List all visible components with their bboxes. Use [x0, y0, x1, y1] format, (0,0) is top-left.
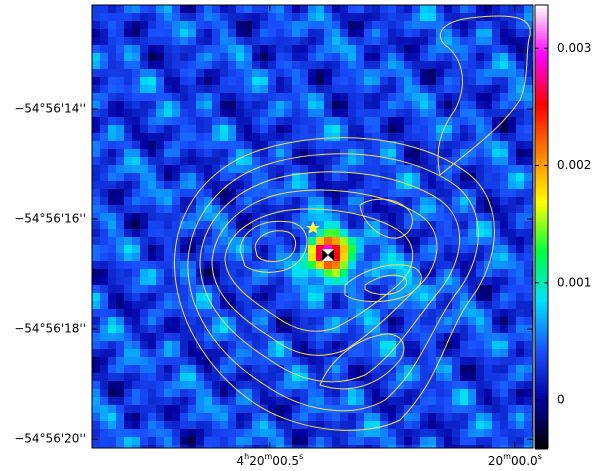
y-tick-label: −54°56'18''	[14, 322, 86, 336]
y-tick-label: −54°56'20''	[14, 432, 86, 446]
star-marker	[306, 221, 320, 234]
x-tick-label: 4h20m00.5s	[237, 452, 304, 468]
colorbar-tick-label: 0	[557, 392, 565, 406]
contours	[173, 15, 531, 431]
y-tick-label: −54°56'16''	[14, 212, 86, 226]
x-tick-label: 20m00.0s	[488, 452, 542, 468]
colorbar-tick-label: 0.002	[557, 158, 591, 172]
y-tick-label: −54°56'14''	[14, 102, 86, 116]
colorbar	[535, 5, 548, 450]
center-marker	[322, 249, 334, 261]
plot-frame	[91, 4, 534, 449]
colorbar-tick-label: 0.003	[557, 41, 591, 55]
colorbar-tick-label: 0.001	[557, 275, 591, 289]
colorbar-frame	[534, 4, 549, 449]
image-map	[92, 5, 533, 448]
